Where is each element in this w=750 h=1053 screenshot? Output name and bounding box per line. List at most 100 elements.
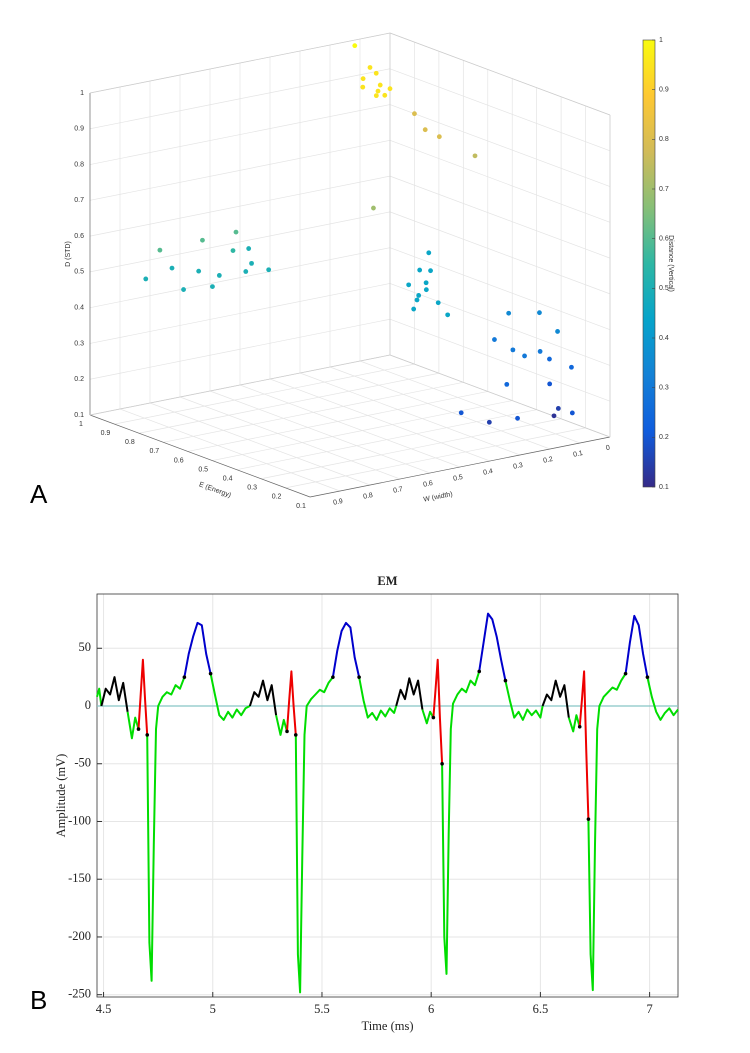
z-tick-label: 0.6 xyxy=(74,233,84,240)
y-tick-label: 50 xyxy=(79,640,92,654)
x-axis-label: E (Energy) xyxy=(198,481,232,499)
segment-marker xyxy=(477,669,482,674)
colorbar-tick-label: 0.4 xyxy=(659,335,669,342)
x-tick-label: 6.5 xyxy=(533,1002,549,1016)
point xyxy=(428,268,433,274)
y-tick-label: -100 xyxy=(68,813,91,827)
signal-line xyxy=(183,612,649,681)
point xyxy=(387,86,393,92)
signal-line xyxy=(96,671,679,994)
y-tick-label: 0.2 xyxy=(543,456,554,465)
x-tick-label: 0.6 xyxy=(174,457,184,464)
point xyxy=(412,111,417,117)
z-tick-label: 0.9 xyxy=(74,126,84,133)
z-axis-label: D (STD) xyxy=(65,241,72,267)
y-axis-label: Amplitude (mV) xyxy=(54,754,68,838)
z-tick-label: 0.4 xyxy=(74,305,84,312)
point xyxy=(506,310,512,316)
colorbar-label: Distance (Vertical) xyxy=(667,235,674,292)
point xyxy=(360,76,366,82)
point xyxy=(411,306,417,312)
point xyxy=(157,247,163,253)
grid-line xyxy=(89,104,391,165)
point xyxy=(406,282,412,288)
x-tick-label: 0.1 xyxy=(296,503,306,510)
z-tick-label: 0.2 xyxy=(74,376,84,383)
point xyxy=(414,297,420,303)
grid-line xyxy=(389,247,611,330)
point xyxy=(249,260,254,266)
grid-line xyxy=(209,390,431,474)
x-tick-label: 5.5 xyxy=(314,1002,330,1016)
grid-line xyxy=(89,318,391,380)
grid-line xyxy=(389,68,611,152)
grid-line xyxy=(329,366,551,450)
y-tick-label: 0.7 xyxy=(393,486,404,495)
grid-line xyxy=(389,140,611,223)
x-tick-label: 6 xyxy=(428,1002,434,1016)
y-tick-label: 0.9 xyxy=(333,498,344,507)
point xyxy=(360,84,366,90)
y-tick-label: -200 xyxy=(68,929,91,943)
y-tick-label: -50 xyxy=(74,756,91,770)
point xyxy=(510,347,516,353)
point xyxy=(216,273,222,278)
point xyxy=(196,268,202,274)
segment-marker xyxy=(586,817,591,821)
point xyxy=(522,353,527,359)
x-tick-label: 5 xyxy=(210,1002,216,1016)
x-tick-label: 0.8 xyxy=(125,439,135,446)
colorbar-tick-label: 0.3 xyxy=(659,385,669,392)
y-tick-label: 0.3 xyxy=(513,462,524,471)
grid-line xyxy=(239,384,461,468)
point xyxy=(373,70,379,76)
axis-line xyxy=(309,436,611,498)
point xyxy=(547,356,552,362)
point xyxy=(555,329,560,334)
point xyxy=(375,88,381,94)
grid-line xyxy=(149,402,371,486)
segment-marker xyxy=(136,727,141,731)
point xyxy=(373,93,379,99)
colorbar-tick-label: 1 xyxy=(659,37,663,44)
axis-line xyxy=(89,414,311,498)
point xyxy=(367,65,373,70)
colorbar-tick-label: 0.9 xyxy=(659,87,669,94)
point xyxy=(504,381,510,387)
point xyxy=(243,269,249,274)
signal-line xyxy=(137,658,590,820)
y-tick-label: 0.8 xyxy=(363,492,374,501)
grid-line xyxy=(119,408,341,492)
point xyxy=(569,364,574,370)
colorbar-tick-label: 0.1 xyxy=(659,484,669,491)
point xyxy=(371,205,376,211)
point xyxy=(486,419,492,425)
point xyxy=(435,300,441,306)
colorbar-tick-label: 0.5 xyxy=(659,285,669,292)
y-tick-label: 0.1 xyxy=(573,450,584,459)
x-tick-label: 1 xyxy=(79,421,83,428)
segment-marker xyxy=(503,678,508,683)
point xyxy=(200,237,205,243)
x-tick-label: 4.5 xyxy=(96,1002,112,1016)
grid-line xyxy=(389,104,611,187)
colorbar-tick-label: 0.7 xyxy=(659,186,669,193)
grid-line xyxy=(389,318,611,402)
segment-marker xyxy=(331,675,335,679)
x-tick-label: 0.9 xyxy=(101,430,111,437)
segment-marker xyxy=(577,724,582,729)
signal-line xyxy=(100,676,570,718)
x-tick-label: 0.5 xyxy=(198,466,208,473)
segment-marker xyxy=(440,761,444,766)
point xyxy=(537,310,542,316)
panel-label: A xyxy=(30,479,48,509)
y-tick-label: 0.4 xyxy=(483,468,494,477)
grid-line xyxy=(179,396,401,480)
grid-line xyxy=(389,211,611,295)
segment-marker xyxy=(645,675,650,679)
point xyxy=(266,267,272,273)
point xyxy=(436,134,442,140)
x-tick-label: 0.2 xyxy=(272,494,282,501)
grid-line xyxy=(389,175,611,259)
colorbar-tick-label: 0.6 xyxy=(659,236,669,243)
